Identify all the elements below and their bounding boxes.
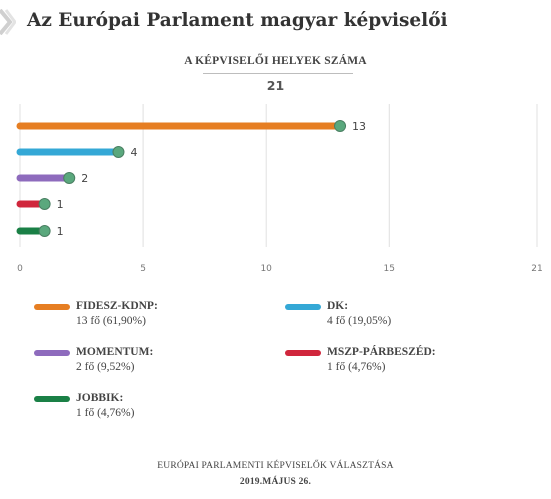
legend-seat-count: 4 fő (19,05%) [327,315,392,327]
data-label: 1 [57,225,64,238]
legend-party-name: MSZP-PÁRBESZÉD: [327,346,436,358]
data-label: 4 [130,146,137,159]
bar-end-marker-0 [334,120,347,132]
data-label: 1 [57,198,64,211]
legend-seat-count: 2 fő (9,52%) [76,361,135,373]
chevron-right-icon [0,9,16,35]
footer-caption: EURÓPAI PARLAMENTI KÉPVISELŐK VÁLASZTÁSA [157,461,394,471]
data-label: 2 [81,172,88,185]
x-tick-label: 0 [17,264,23,274]
x-tick-label: 10 [260,264,272,274]
x-tick-label: 21 [531,264,542,274]
legend-party-name: FIDESZ-KDNP: [76,300,158,312]
legend-seat-count: 1 fő (4,76%) [76,407,135,419]
legend-swatch [285,304,321,310]
legend-party-name: DK: [327,300,349,312]
legend-seat-count: 1 fő (4,76%) [327,361,386,373]
total-seats: 21 [266,78,285,93]
bar-end-marker-1 [112,146,125,158]
chart-subtitle: A KÉPVISELŐI HELYEK SZÁMA [184,55,367,67]
legend-swatch [34,396,70,402]
legend-swatch [34,304,70,310]
legend-swatch [34,350,70,356]
x-tick-label: 5 [140,264,146,274]
bar-end-marker-2 [63,172,76,184]
legend-swatch [285,350,321,356]
x-tick-label: 15 [384,264,395,274]
data-label: 13 [352,120,366,133]
page-title: Az Európai Parlament magyar képviselői [27,10,448,31]
bar-end-marker-4 [38,225,51,237]
footer-date: 2019.MÁJUS 26. [239,477,312,487]
bar-end-marker-3 [38,198,51,210]
subtitle-divider [203,73,353,74]
legend-party-name: JOBBIK: [76,392,124,404]
legend-party-name: MOMENTUM: [76,346,154,358]
legend-seat-count: 13 fő (61,90%) [76,315,146,327]
